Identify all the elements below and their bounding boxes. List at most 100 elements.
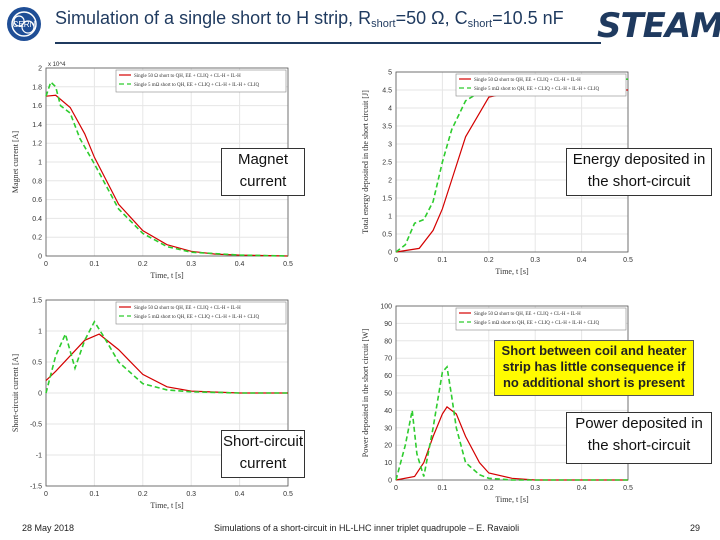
y-tick-label: 60: [384, 373, 392, 380]
y-tick-label: 90: [384, 321, 392, 328]
y-exponent-label: x 10^4: [48, 62, 66, 68]
y-axis-label: Magnet current [A]: [11, 131, 20, 194]
series-line-0: [395, 406, 628, 481]
y-tick-label: 2: [388, 178, 392, 185]
y-tick-label: 5: [388, 70, 392, 77]
x-tick-label: 0.1: [90, 261, 100, 268]
y-axis-label: Total energy deposited in the short circ…: [361, 90, 370, 234]
legend-box: [115, 69, 287, 93]
y-tick-label: 1.8: [32, 84, 42, 91]
legend-label-0: Single 50 Ω short to QH, EE + CLIQ + CL-…: [134, 74, 241, 79]
footer-date: 28 May 2018: [22, 523, 75, 533]
series-line-1: [45, 320, 288, 394]
x-tick-label: 0.3: [186, 261, 196, 268]
y-tick-label: -0.5: [30, 422, 42, 429]
y-tick-label: 10: [384, 460, 392, 467]
title-rule: [55, 42, 601, 44]
legend-label-1: Single 5 mΩ short to QH, EE + CLIQ + CL-…: [134, 315, 260, 320]
steam-logo: STEAM: [597, 6, 720, 46]
y-tick-label: 1.6: [32, 103, 42, 110]
x-tick-label: 0.3: [530, 485, 540, 492]
legend-box: [455, 307, 627, 331]
y-tick-label: 70: [384, 356, 392, 363]
title-tail: =10.5 nF: [492, 8, 564, 28]
x-axis-label: Time, t [s]: [150, 501, 184, 510]
y-tick-label: 20: [384, 443, 392, 450]
x-tick-label: 0.5: [623, 485, 633, 492]
x-tick-label: 0: [44, 491, 48, 498]
callout-magnet-current: Magnet current: [221, 148, 305, 196]
y-tick-label: 0.2: [32, 235, 42, 242]
y-tick-label: 2.5: [382, 160, 392, 167]
y-tick-label: 0.5: [32, 360, 42, 367]
x-tick-label: 0.4: [235, 491, 245, 498]
legend-label-0: Single 50 Ω short to QH, EE + CLIQ + CL-…: [474, 312, 581, 317]
y-tick-label: 3: [388, 142, 392, 149]
x-axis-label: Time, t [s]: [150, 271, 184, 280]
y-tick-label: 0.6: [32, 197, 42, 204]
y-tick-label: 1.2: [32, 141, 42, 148]
y-tick-label: 0: [38, 254, 42, 261]
y-tick-label: 1.4: [32, 122, 42, 129]
x-tick-label: 0.4: [577, 485, 587, 492]
x-tick-label: 0.5: [623, 257, 633, 264]
footer-center: Simulations of a short-circuit in HL-LHC…: [214, 523, 520, 533]
y-tick-label: 1: [388, 214, 392, 221]
x-axis-label: Time, t [s]: [495, 495, 529, 504]
y-tick-label: 0.5: [382, 232, 392, 239]
x-axis-label: Time, t [s]: [495, 267, 529, 276]
x-tick-label: 0.5: [283, 491, 293, 498]
y-axis-label: Power deposited in the short circuit [W]: [361, 328, 370, 457]
y-tick-label: 1: [38, 329, 42, 336]
legend-box: [115, 301, 287, 325]
x-tick-label: 0.2: [484, 257, 494, 264]
x-tick-label: 0.1: [90, 491, 100, 498]
x-tick-label: 0: [44, 261, 48, 268]
series-line-0: [45, 333, 288, 394]
x-tick-label: 0.3: [186, 491, 196, 498]
y-tick-label: -1.5: [30, 484, 42, 491]
callout-note: Short between coil and heater strip has …: [494, 340, 694, 396]
y-tick-label: 0.8: [32, 178, 42, 185]
x-tick-label: 0.5: [283, 261, 293, 268]
y-tick-label: 40: [384, 408, 392, 415]
x-tick-label: 0: [394, 485, 398, 492]
x-tick-label: 0.2: [484, 485, 494, 492]
callout-power-deposited: Power deposited in the short-circuit: [566, 412, 712, 464]
y-tick-label: 3.5: [382, 124, 392, 131]
legend-label-1: Single 5 mΩ short to QH, EE + CLIQ + CL-…: [134, 83, 260, 88]
title-main: Simulation of a single short to H strip,…: [55, 8, 372, 28]
y-tick-label: 0: [388, 478, 392, 485]
footer-page: 29: [690, 523, 701, 533]
chart-magnet-current: 0 0.1 0.2 0.3 0.4 0.5 0 0.2 0.4 0.6 0.8 1 1.2 1.4 1.6 1…: [8, 58, 308, 286]
cern-logo-icon: CERN: [7, 7, 41, 41]
y-tick-label: 0.4: [32, 216, 42, 223]
legend-label-1: Single 5 mΩ short to QH, EE + CLIQ + CL-…: [474, 321, 600, 326]
y-tick-label: 50: [384, 391, 392, 398]
y-tick-label: 0: [388, 250, 392, 257]
chart-short-circuit-current: 0 0.1 0.2 0.3 0.4 0.5 -1.5 -1 -0.5 0 0.5 1 1.5 Time, …: [8, 290, 308, 516]
y-tick-label: 1: [38, 160, 42, 167]
x-tick-label: 0.1: [438, 485, 448, 492]
series-line-1: [395, 365, 628, 481]
x-tick-label: 0.4: [235, 261, 245, 268]
y-tick-label: 80: [384, 338, 392, 345]
callout-short-circuit-current: Short-circuit current: [221, 430, 305, 478]
x-tick-label: 0.1: [438, 257, 448, 264]
x-tick-label: 0.2: [138, 491, 148, 498]
x-tick-label: 0.2: [138, 261, 148, 268]
cern-logo-text: CERN: [13, 20, 36, 29]
x-tick-label: 0.3: [530, 257, 540, 264]
title-mid: =50 Ω, C: [395, 8, 468, 28]
legend-label-0: Single 50 Ω short to QH, EE + CLIQ + CL-…: [134, 306, 241, 311]
page-title: Simulation of a single short to H strip,…: [55, 8, 564, 30]
legend-label-1: Single 5 mΩ short to QH, EE + CLIQ + CL-…: [474, 87, 600, 92]
y-axis-label: Short-circuit current [A]: [11, 354, 20, 433]
y-tick-label: 2: [38, 66, 42, 73]
chart-power-deposited: 0 0.1 0.2 0.3 0.4 0.5 0 10 20 30 40 50 60 70 80 90 100 Ti…: [358, 296, 648, 510]
y-tick-label: 4: [388, 106, 392, 113]
y-tick-label: 100: [380, 304, 392, 311]
title-sub-2: short: [467, 18, 493, 30]
title-sub-1: short: [371, 18, 396, 30]
callout-energy-deposited: Energy deposited in the short-circuit: [566, 148, 712, 196]
